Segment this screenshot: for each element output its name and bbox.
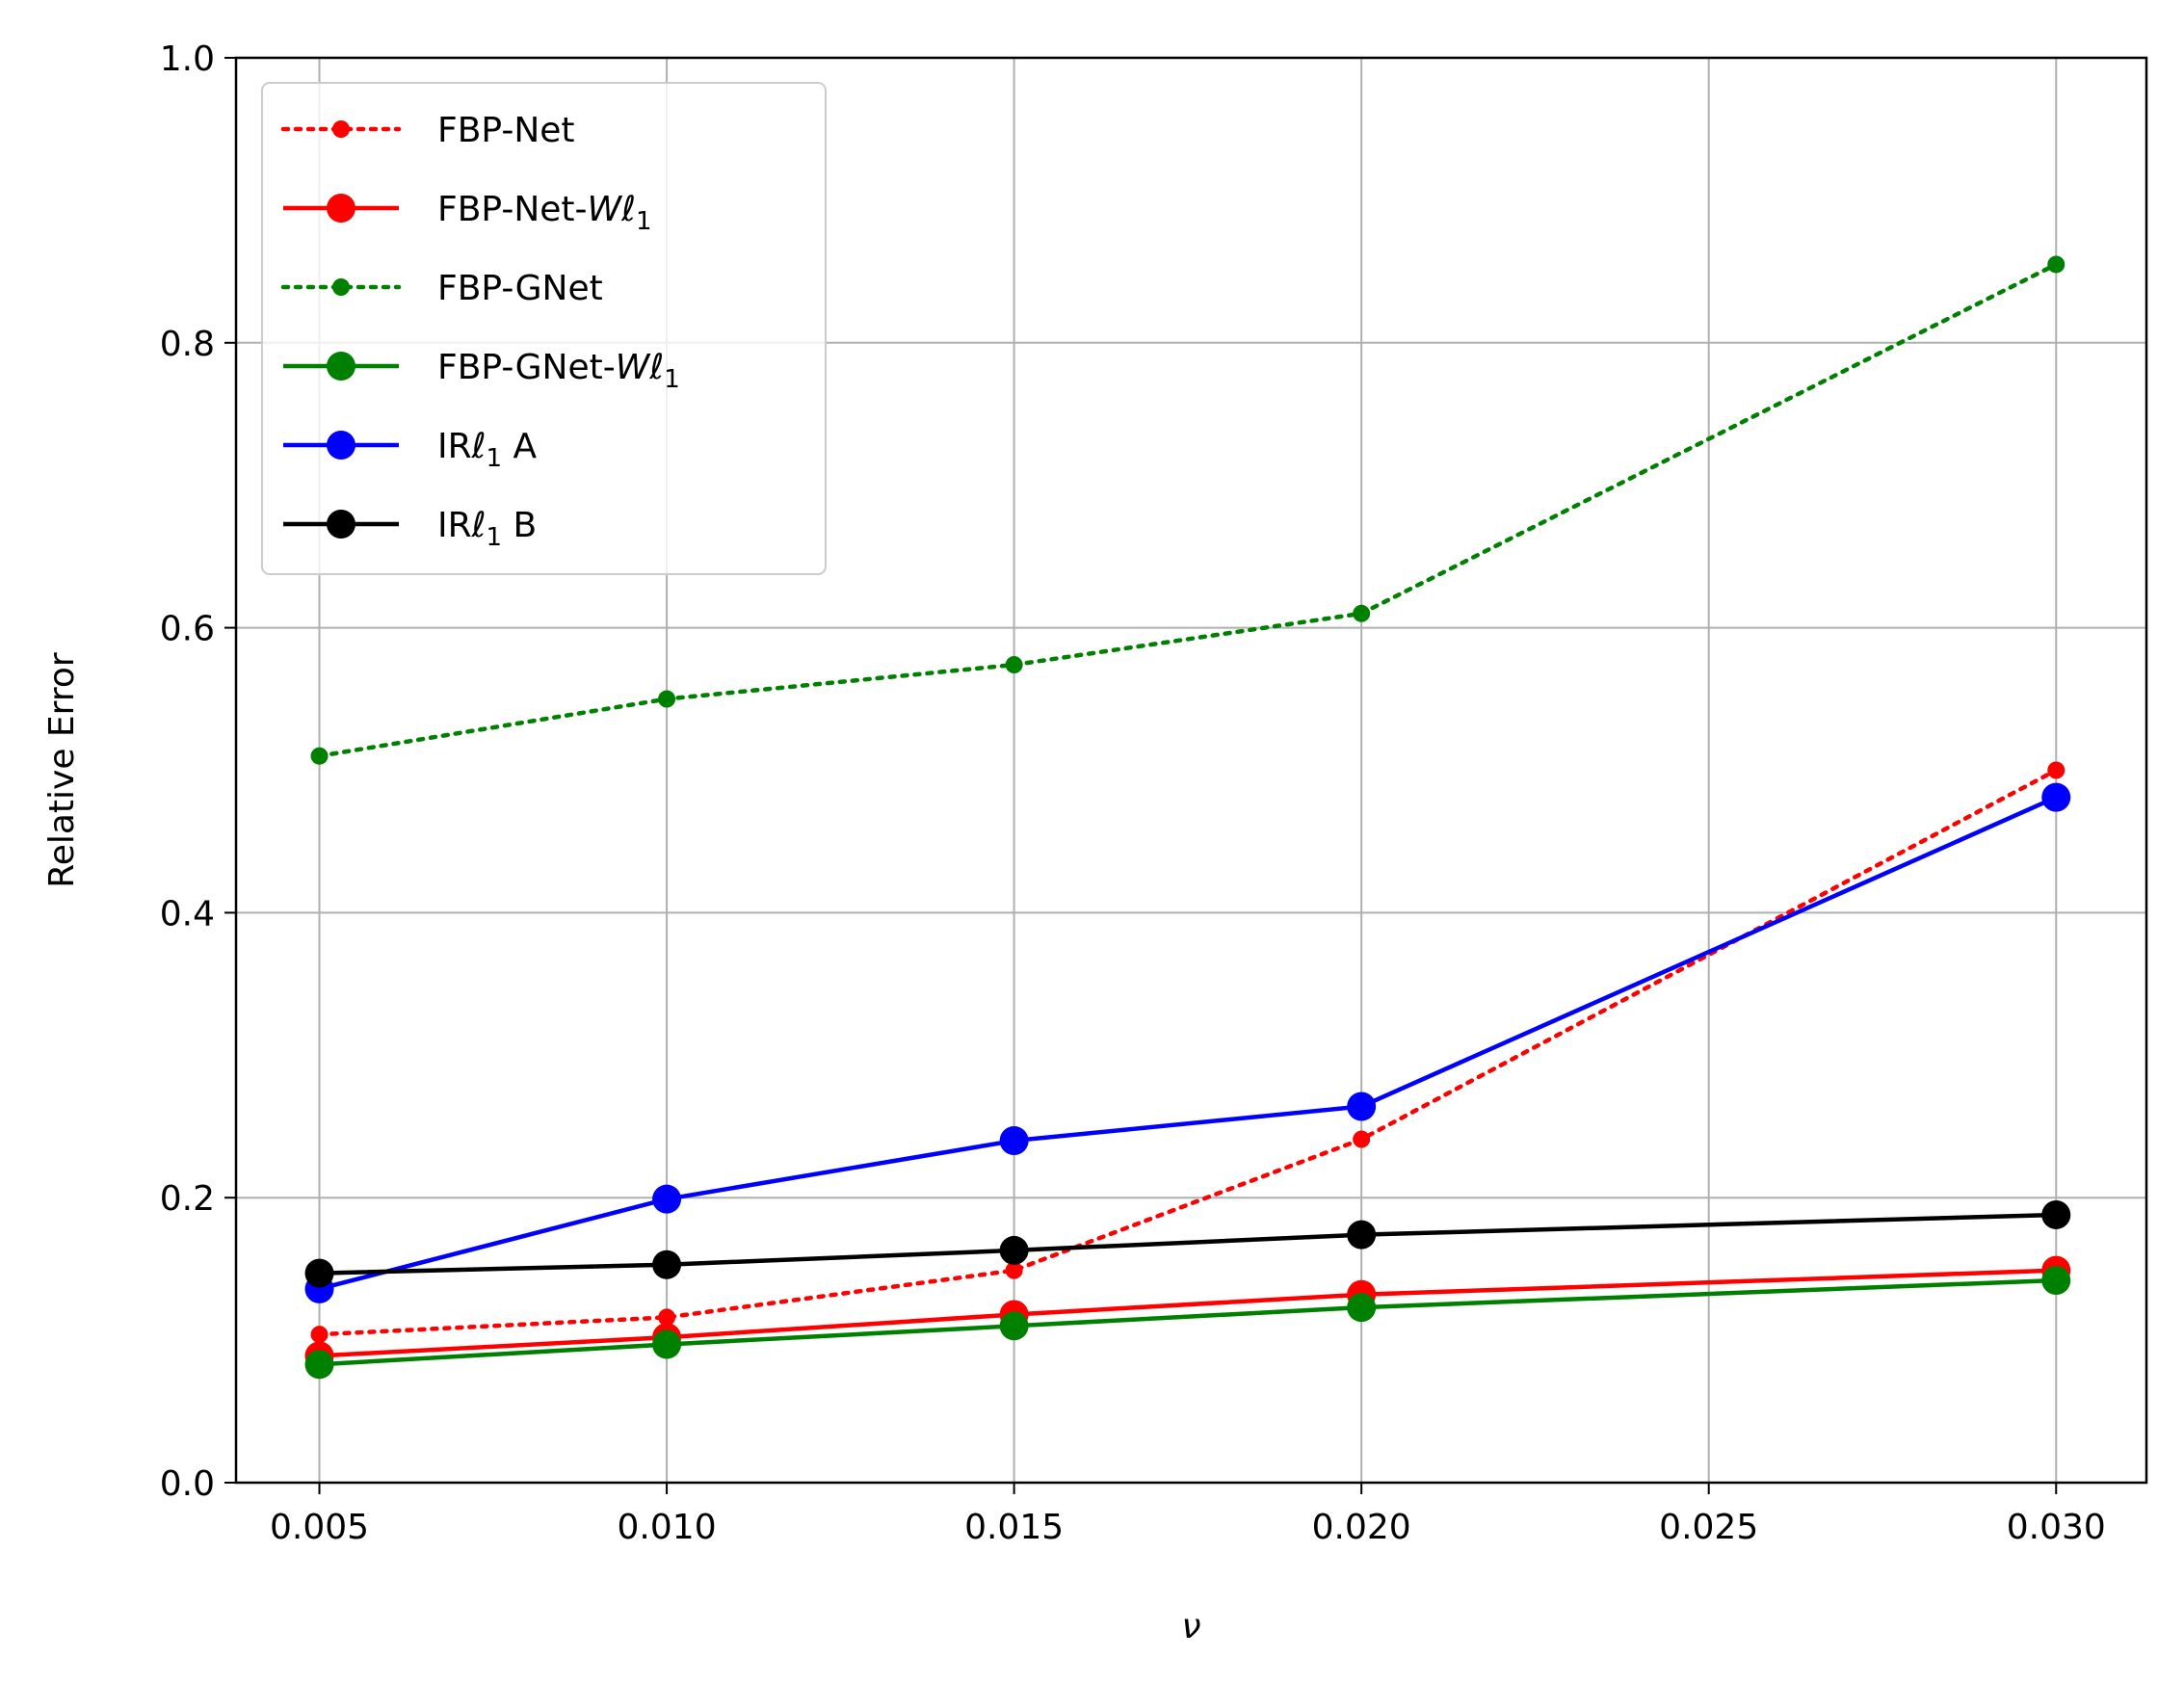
data-point	[658, 1308, 676, 1327]
data-point	[310, 747, 329, 765]
data-point	[1353, 604, 1371, 622]
legend-label-base: FBP-GNet-	[437, 348, 616, 387]
data-point	[2047, 255, 2066, 274]
legend-label: FBP-Net-Wℓ1	[437, 190, 652, 236]
x-tick-label: 0.010	[618, 1508, 717, 1547]
series-layer	[304, 255, 2071, 1380]
legend: FBP-NetFBP-Net-Wℓ1FBP-GNetFBP-GNet-Wℓ1IR…	[261, 82, 827, 575]
plot-frame	[234, 56, 2148, 1485]
y-tick-label: 0.2	[160, 1179, 215, 1219]
x-tick-label: 0.025	[1659, 1508, 1758, 1547]
y-tick-label: 0.8	[160, 325, 215, 364]
legend-marker	[327, 431, 355, 460]
y-axis-label: Relative Error	[42, 652, 82, 888]
series-fbp-gnet-w-1	[304, 1265, 2071, 1380]
data-point	[2041, 1199, 2071, 1229]
data-point	[1347, 1293, 1377, 1323]
legend-label-italic: Wℓ	[588, 190, 636, 229]
series-fbp-net	[310, 761, 2066, 1344]
legend-label: FBP-GNet	[437, 269, 603, 308]
legend-label-subscript: 1	[636, 207, 652, 236]
legend-marker	[327, 352, 355, 381]
data-point	[2041, 1265, 2071, 1295]
data-point	[652, 1184, 682, 1214]
data-point	[1347, 1220, 1377, 1250]
x-tick-label: 0.015	[964, 1508, 1064, 1547]
data-point	[1005, 1261, 1023, 1279]
data-point	[999, 1235, 1029, 1265]
legend-label-italic: ℓ	[471, 506, 487, 545]
legend-marker	[327, 510, 355, 539]
legend-label-italic: ℓ	[471, 427, 487, 466]
axis-ticks: 0.005 0.010 0.015 0.020 0.025 0.030 0.0 0.2 0.4 0…	[160, 39, 2106, 1547]
x-tick-label: 0.005	[270, 1508, 369, 1547]
legend-label: IRℓ1 A	[437, 427, 538, 473]
legend-item: IRℓ1 B	[283, 506, 537, 552]
y-tick-label: 0.6	[160, 610, 215, 649]
legend-label-base: FBP-GNet	[437, 269, 603, 308]
legend-marker	[332, 120, 350, 138]
legend-label-subscript: 1	[487, 523, 503, 552]
legend-marker	[332, 278, 350, 296]
legend-label: IRℓ1 B	[437, 506, 537, 552]
legend-item: FBP-GNet	[280, 269, 603, 308]
data-point	[310, 1326, 329, 1344]
legend-item: FBP-GNet-Wℓ1	[283, 348, 680, 394]
legend-label-base: FBP-Net	[437, 111, 575, 150]
x-tick-label: 0.020	[1312, 1508, 1411, 1547]
legend-marker	[327, 194, 355, 223]
legend-label: FBP-GNet-Wℓ1	[437, 348, 680, 394]
legend-label-subscript: 1	[664, 365, 680, 394]
legend-label-tail: B	[502, 506, 537, 545]
legend-item: FBP-Net	[280, 111, 575, 150]
data-point	[304, 1350, 334, 1380]
data-point	[1347, 1092, 1377, 1121]
series-ir-1-b	[304, 1199, 2071, 1288]
legend-label-base: IR	[437, 427, 472, 466]
data-point	[999, 1311, 1029, 1341]
x-axis-label: ν	[1181, 1607, 1200, 1646]
data-point	[999, 1126, 1029, 1156]
legend-label-tail: A	[502, 427, 537, 466]
y-tick-label: 1.0	[160, 39, 215, 79]
data-point	[1005, 656, 1023, 674]
legend-label-italic: Wℓ	[616, 348, 664, 387]
data-point	[2047, 761, 2066, 779]
legend-label-base: IR	[437, 506, 472, 545]
legend-box	[261, 82, 827, 575]
data-point	[658, 690, 676, 708]
data-point	[2041, 782, 2071, 812]
legend-label: FBP-Net	[437, 111, 575, 150]
series-fbp-gnet	[310, 255, 2066, 765]
data-point	[304, 1258, 334, 1288]
y-tick-label: 0.0	[160, 1464, 215, 1504]
y-tick-label: 0.4	[160, 894, 215, 934]
data-point	[652, 1329, 682, 1359]
data-point	[1353, 1130, 1371, 1148]
legend-label-subscript: 1	[487, 444, 503, 473]
series-line	[317, 768, 2059, 1337]
legend-label-base: FBP-Net-	[437, 190, 588, 229]
series-ir-1-a	[304, 782, 2071, 1303]
legend-item: IRℓ1 A	[283, 427, 538, 473]
data-point	[652, 1250, 682, 1279]
legend-item: FBP-Net-Wℓ1	[283, 190, 652, 236]
x-tick-label: 0.030	[2007, 1508, 2106, 1547]
